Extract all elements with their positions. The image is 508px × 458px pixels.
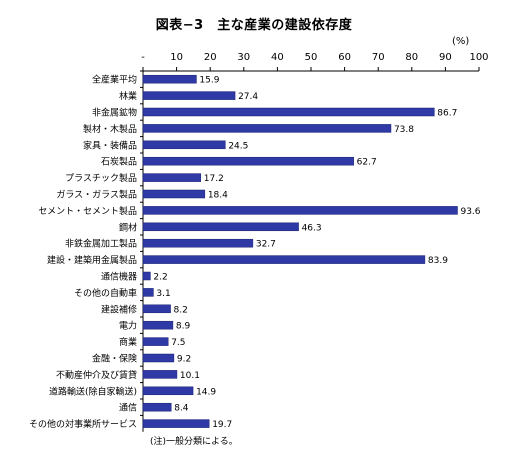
category-label: 林業	[119, 90, 137, 102]
data-label: 27.4	[238, 92, 258, 102]
bar	[142, 370, 178, 379]
category-label: 通信	[119, 402, 137, 414]
bar	[142, 107, 435, 117]
category-label: その他の自動車	[74, 287, 137, 299]
category-label: 商業	[119, 336, 137, 348]
axis-unit-label: (%)	[452, 36, 470, 47]
data-label: 2.2	[153, 273, 167, 283]
bar	[142, 304, 171, 314]
category-label: ガラス・ガラス製品	[56, 189, 137, 201]
category-label: 非金属鉱物	[92, 107, 137, 119]
bar	[142, 320, 174, 330]
category-label: 不動産仲介及び賃貸	[56, 369, 137, 381]
category-label: 鋼材	[119, 221, 137, 233]
bar	[142, 91, 236, 100]
category-label: セメント・セメント製品	[38, 205, 137, 217]
data-label: 32.7	[256, 240, 276, 250]
bar	[142, 206, 458, 215]
bar	[142, 255, 426, 264]
category-label: 全産業平均	[92, 74, 137, 86]
bar	[142, 156, 354, 166]
x-axis-ticks: - 10 20 30 40 50 60 70 80 90 100	[141, 52, 489, 71]
x-tick-label: 60	[338, 52, 351, 63]
bar	[142, 124, 392, 133]
bar	[142, 74, 197, 84]
data-label: 18.4	[208, 191, 228, 201]
x-tick-label: 90	[439, 52, 452, 63]
data-label: 93.6	[460, 207, 480, 217]
category-label: 建設・建築用金属製品	[47, 254, 137, 266]
footnote: (注)一般分類による。	[150, 437, 238, 447]
data-label: 19.7	[212, 420, 232, 430]
bar	[142, 386, 194, 396]
x-tick-label: 20	[204, 52, 217, 63]
bar	[142, 222, 299, 232]
category-label: 金融・保険	[92, 353, 137, 365]
data-label: 14.9	[196, 387, 216, 397]
bar	[142, 288, 154, 297]
bar	[142, 419, 210, 428]
category-label: 電力	[119, 320, 137, 332]
data-label: 24.5	[228, 141, 248, 151]
bar	[142, 189, 206, 199]
x-tick-label: -	[141, 52, 145, 63]
value-labels: 15.9 27.4 86.7 73.8 24.5 62.7 17.2 18.4 93.6 46.3…	[153, 76, 480, 430]
category-label: プラスチック製品	[65, 172, 137, 184]
data-label: 10.1	[180, 371, 200, 381]
x-tick-label: 10	[170, 52, 183, 63]
bar	[142, 173, 202, 182]
category-label: 製材・木製品	[83, 123, 137, 135]
data-label: 83.9	[428, 256, 448, 266]
bars	[142, 74, 458, 428]
data-label: 46.3	[302, 223, 322, 233]
x-tick-label: 30	[237, 52, 250, 63]
category-label: 建設補修	[101, 303, 137, 315]
data-label: 8.2	[174, 305, 188, 315]
x-tick-label: 80	[405, 52, 418, 63]
bar	[142, 402, 172, 412]
category-label: 通信機器	[101, 271, 137, 283]
category-label: その他の対事業所サービス	[29, 418, 137, 430]
bar	[142, 271, 151, 281]
category-label: 道路輸送(除自家輸送)	[49, 385, 137, 397]
data-label: 17.2	[204, 174, 224, 184]
category-label: 家具・装備品	[83, 139, 137, 151]
data-label: 15.9	[199, 76, 219, 86]
data-label: 8.4	[174, 404, 189, 414]
x-tick-label: 70	[372, 52, 385, 63]
category-labels: 全産業平均林業非金属鉱物製材・木製品家具・装備品石炭製品プラスチック製品ガラス・…	[29, 74, 137, 430]
data-label: 7.5	[171, 338, 185, 348]
bar	[142, 140, 226, 150]
data-label: 86.7	[437, 109, 457, 119]
bar	[142, 238, 254, 248]
bar	[142, 353, 175, 363]
x-tick-label: 50	[305, 52, 318, 63]
data-label: 9.2	[177, 355, 191, 365]
x-tick-label: 40	[271, 52, 284, 63]
chart-title: 図表−3 主な産業の建設依存度	[155, 18, 353, 33]
category-label: 非鉄金属加工製品	[65, 238, 137, 250]
data-label: 62.7	[357, 158, 377, 168]
data-label: 3.1	[156, 289, 170, 299]
x-tick-label: 100	[469, 52, 488, 63]
bar	[142, 337, 169, 346]
data-label: 73.8	[394, 125, 414, 135]
category-label: 石炭製品	[101, 156, 137, 168]
data-label: 8.9	[176, 322, 191, 332]
